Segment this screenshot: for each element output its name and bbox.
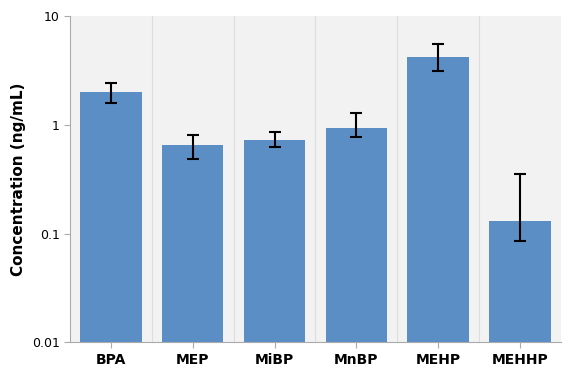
Bar: [244, 140, 305, 378]
Bar: [407, 57, 469, 378]
Bar: [162, 145, 224, 378]
Y-axis label: Concentration (ng/mL): Concentration (ng/mL): [11, 83, 26, 276]
Bar: [80, 92, 141, 378]
Bar: [325, 128, 387, 378]
Bar: [489, 221, 551, 378]
